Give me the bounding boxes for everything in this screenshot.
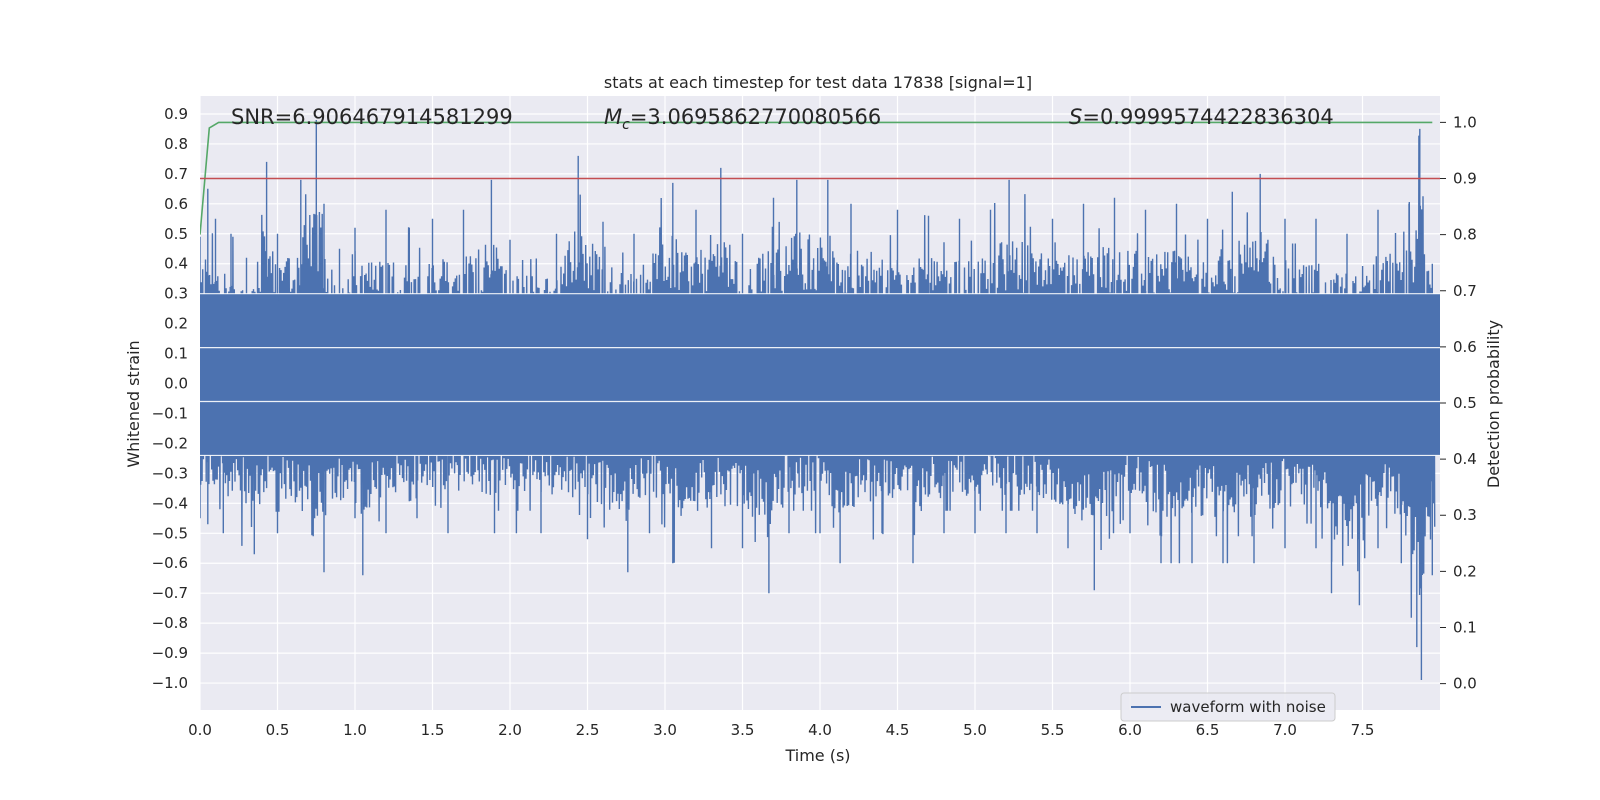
x-tick-label: 2.5 xyxy=(576,721,600,739)
y2-tick-label: 0.2 xyxy=(1453,562,1477,580)
y2-tick-label: 0.0 xyxy=(1453,675,1477,693)
y-tick-label: 0.5 xyxy=(164,225,188,243)
x-tick-label: 7.0 xyxy=(1273,721,1297,739)
x-tick-label: 4.0 xyxy=(808,721,832,739)
y-tick-label: 0.6 xyxy=(164,195,188,213)
score-annotation: S=0.9999574422836304 xyxy=(1069,105,1334,129)
y-tick-label: 0.2 xyxy=(164,315,188,333)
x-tick-label: 6.5 xyxy=(1196,721,1220,739)
y-tick-label: 0.9 xyxy=(164,105,188,123)
score-symbol: S xyxy=(1069,105,1082,129)
y-ticks: 0.9 0.8 0.7 0.6 0.5 0.4 0.3 0.2 0.1 0.0 −0.1 −0.2 −0… xyxy=(152,105,188,692)
x-tick-label: 3.5 xyxy=(731,721,755,739)
y2-tick-label: 0.1 xyxy=(1453,618,1477,636)
y2-tick-label: 0.8 xyxy=(1453,226,1477,244)
y2-tick-label: 0.7 xyxy=(1453,282,1477,300)
y2-ticks: 1.0 0.9 0.8 0.7 0.6 0.5 0.4 0.3 0.2 0.1 0.0 xyxy=(1440,113,1477,693)
x-tick-label: 7.5 xyxy=(1351,721,1375,739)
chirp-mass-symbol: M xyxy=(604,105,622,129)
y2-axis-label: Detection probability xyxy=(1484,320,1503,488)
x-tick-label: 1.5 xyxy=(421,721,445,739)
y2-tick-label: 0.9 xyxy=(1453,170,1477,188)
x-axis-label: Time (s) xyxy=(784,746,850,765)
x-tick-label: 0.0 xyxy=(188,721,212,739)
legend: waveform with noise xyxy=(1120,692,1336,722)
chirp-mass-value: =3.0695862770080566 xyxy=(630,105,881,129)
y2-tick-label: 0.6 xyxy=(1453,338,1477,356)
chirp-mass-subscript: c xyxy=(622,117,630,133)
x-tick-label: 1.0 xyxy=(343,721,367,739)
x-tick-label: 6.0 xyxy=(1118,721,1142,739)
series-detection-probability xyxy=(200,121,1433,235)
series-layer xyxy=(200,120,1440,680)
chart-title: stats at each timestep for test data 178… xyxy=(604,73,1032,92)
y-tick-label: 0.8 xyxy=(164,135,188,153)
legend-box xyxy=(1120,692,1336,722)
y-axis-label: Whitened strain xyxy=(124,340,143,467)
y-tick-label: −0.1 xyxy=(152,404,188,422)
x-tick-label: 2.0 xyxy=(498,721,522,739)
y-tick-label: 0.3 xyxy=(164,285,188,303)
y-tick-label: −0.9 xyxy=(152,644,188,662)
x-tick-label: 0.5 xyxy=(266,721,290,739)
y-tick-label: −0.4 xyxy=(152,494,188,512)
y-tick-label: −0.8 xyxy=(152,614,188,632)
y2-tick-label: 1.0 xyxy=(1453,113,1477,131)
y-tick-label: −0.2 xyxy=(152,434,188,452)
legend-label: waveform with noise xyxy=(1170,698,1326,716)
score-value: =0.9999574422836304 xyxy=(1082,105,1333,129)
y-tick-label: −0.7 xyxy=(152,584,188,602)
chirp-mass-annotation: Mc=3.0695862770080566 xyxy=(604,105,881,133)
y-tick-label: 0.7 xyxy=(164,165,188,183)
y-tick-label: −0.3 xyxy=(152,464,188,482)
x-tick-label: 5.0 xyxy=(963,721,987,739)
y2-tick-label: 0.5 xyxy=(1453,394,1477,412)
x-tick-label: 5.5 xyxy=(1041,721,1065,739)
x-tick-label: 4.5 xyxy=(886,721,910,739)
y-tick-label: −1.0 xyxy=(152,674,188,692)
y-tick-label: −0.6 xyxy=(152,554,188,572)
y-tick-label: 0.4 xyxy=(164,255,188,273)
x-tick-label: 3.0 xyxy=(653,721,677,739)
y2-tick-label: 0.3 xyxy=(1453,506,1477,524)
y-tick-label: 0.0 xyxy=(164,375,188,393)
y-tick-label: 0.1 xyxy=(164,345,188,363)
y2-tick-label: 0.4 xyxy=(1453,450,1477,468)
y-tick-label: −0.5 xyxy=(152,524,188,542)
snr-annotation: SNR=6.906467914581299 xyxy=(231,105,513,129)
x-ticks: 0.0 0.5 1.0 1.5 2.0 2.5 3.0 3.5 4.0 4.5 5.0 5.5 6.0 6… xyxy=(188,721,1374,739)
